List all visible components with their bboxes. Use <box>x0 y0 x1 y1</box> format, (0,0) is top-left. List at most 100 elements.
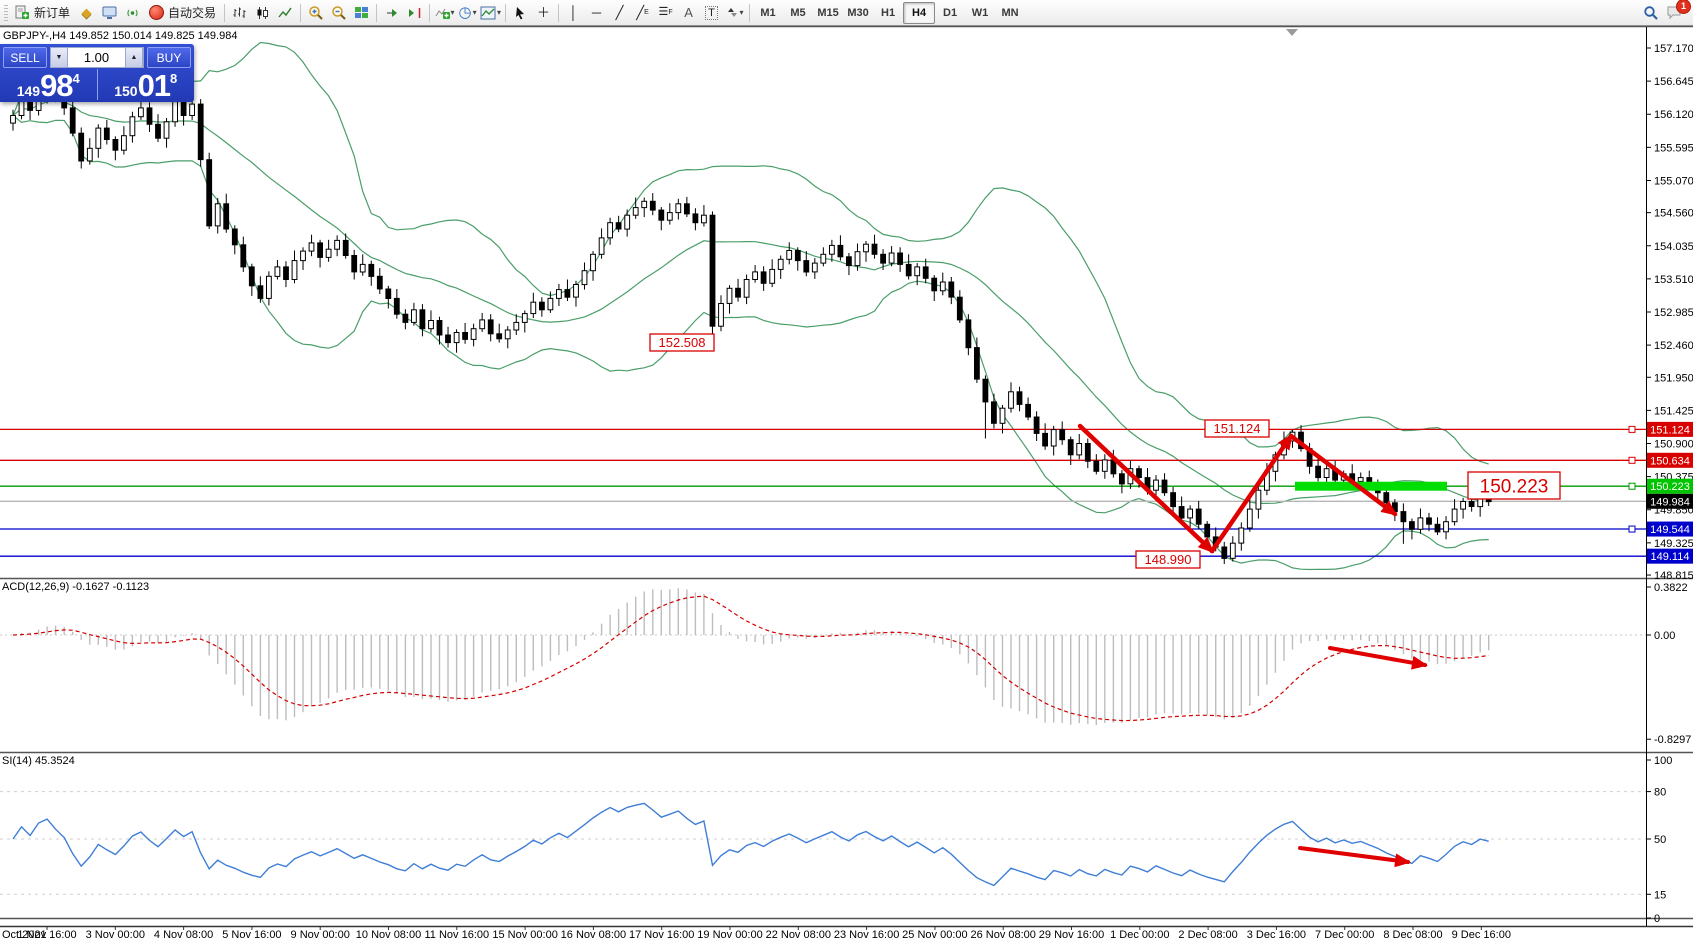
svg-text:151.425: 151.425 <box>1654 405 1693 417</box>
svg-text:-0.8297: -0.8297 <box>1654 734 1691 746</box>
label-tool-button[interactable]: T <box>700 2 723 24</box>
indicators-caret: ▾ <box>450 8 455 17</box>
zoom-in-button[interactable] <box>304 2 327 24</box>
svg-text:7 Dec 00:00: 7 Dec 00:00 <box>1315 929 1374 941</box>
main-toolbar: 新订单 ◆ 自动交易 <box>0 0 1693 26</box>
price-badge-149.544: 149.544 <box>1647 521 1693 537</box>
line-chart-button[interactable] <box>274 2 297 24</box>
volume-up-button[interactable]: ▲ <box>125 48 143 67</box>
macd-pane[interactable] <box>0 588 1646 725</box>
svg-text:25 Nov 00:00: 25 Nov 00:00 <box>902 929 967 941</box>
sell-button[interactable]: SELL <box>3 47 47 68</box>
price-callout[interactable]: 152.508 <box>649 333 715 352</box>
svg-text:0.3822: 0.3822 <box>1654 582 1688 594</box>
svg-text:155.595: 155.595 <box>1654 142 1693 154</box>
new-order-button[interactable]: 新订单 <box>10 2 75 24</box>
tab-m1[interactable]: M1 <box>760 6 776 19</box>
support-highlight-zone[interactable] <box>1295 481 1447 491</box>
signals-button[interactable] <box>121 2 144 24</box>
svg-text:155.070: 155.070 <box>1654 175 1693 187</box>
sell-price-sup: 4 <box>72 71 80 86</box>
tab-m30[interactable]: M30 <box>847 6 869 19</box>
buy-price[interactable]: 150 01 8 <box>98 69 195 101</box>
indicators-button[interactable]: ▾ <box>433 2 456 24</box>
templates-button[interactable]: ▾ <box>479 2 502 24</box>
cursor-tool-button[interactable] <box>509 2 532 24</box>
svg-text:15: 15 <box>1654 889 1666 901</box>
buy-button[interactable]: BUY <box>147 47 191 68</box>
svg-text:151.124: 151.124 <box>1214 421 1261 436</box>
tab-m15[interactable]: M15 <box>817 6 839 19</box>
tab-h4[interactable]: H4 <box>903 1 936 24</box>
channel-tool-button[interactable]: ╱ E <box>631 2 654 24</box>
hline-tool-button[interactable]: ─ <box>585 2 608 24</box>
tab-w1[interactable]: W1 <box>971 6 989 19</box>
new-order-icon <box>15 5 29 19</box>
tab-mn[interactable]: MN <box>1001 6 1019 19</box>
chart-collapse-arrow[interactable] <box>1286 29 1298 36</box>
fibonacci-icon: ☰ <box>658 6 669 18</box>
trend-arrow[interactable] <box>1288 433 1398 517</box>
trend-arrow[interactable] <box>1077 423 1215 554</box>
chart-title: GBPJPY-,H4 149.852 150.014 149.825 149.9… <box>3 30 238 42</box>
crosshair-icon: ＋ <box>537 5 551 20</box>
sell-price[interactable]: 149 98 4 <box>0 69 98 101</box>
notifications-button[interactable]: 1 <box>1662 0 1691 24</box>
trendline-tool-button[interactable]: ╱ <box>608 2 631 24</box>
text-tool-icon: A <box>684 5 693 20</box>
svg-text:5 Nov 16:00: 5 Nov 16:00 <box>222 929 281 941</box>
toolbar-handle[interactable] <box>4 4 8 21</box>
label-tool-icon: T <box>705 5 718 20</box>
hline-marker[interactable] <box>1628 482 1636 490</box>
auto-trading-button[interactable]: 自动交易 <box>144 2 221 24</box>
rsi-pane[interactable] <box>0 791 1646 895</box>
text-tool-button[interactable]: A <box>677 2 700 24</box>
svg-text:152.460: 152.460 <box>1654 340 1693 352</box>
hline-marker[interactable] <box>1628 456 1636 464</box>
price-badge-151.124: 151.124 <box>1647 421 1693 437</box>
auto-scroll-button[interactable] <box>380 2 403 24</box>
price-badge-150.223: 150.223 <box>1647 478 1693 494</box>
tab-m5[interactable]: M5 <box>790 6 806 19</box>
trend-arrow[interactable] <box>1328 646 1428 670</box>
price-callout[interactable]: 151.124 <box>1204 419 1270 438</box>
tab-h1[interactable]: H1 <box>881 6 896 19</box>
sell-price-prefix: 149 <box>16 83 41 99</box>
svg-text:150.900: 150.900 <box>1654 439 1693 451</box>
svg-text:154.560: 154.560 <box>1654 208 1693 220</box>
periods-button[interactable]: ◷ ▾ <box>456 2 479 24</box>
hline-marker[interactable] <box>1628 525 1636 533</box>
trend-arrow[interactable] <box>1209 433 1294 554</box>
svg-text:156.120: 156.120 <box>1654 109 1693 121</box>
arrows-tool-button[interactable]: ▾ <box>723 2 746 24</box>
clock-icon: ◷ <box>458 4 472 21</box>
tab-d1[interactable]: D1 <box>943 6 958 19</box>
candlestick-chart-button[interactable] <box>251 2 274 24</box>
svg-text:10 Nov 08:00: 10 Nov 08:00 <box>356 929 421 941</box>
terminal-button[interactable] <box>98 2 121 24</box>
vline-tool-button[interactable]: │ <box>562 2 585 24</box>
bar-chart-button[interactable] <box>228 2 251 24</box>
hline-marker[interactable] <box>1628 425 1636 433</box>
channel-icon: ╱ <box>636 5 645 20</box>
price-callout[interactable]: 150.223 <box>1467 471 1561 500</box>
svg-text:15 Nov 00:00: 15 Nov 00:00 <box>492 929 557 941</box>
svg-text:1 Dec 00:00: 1 Dec 00:00 <box>1110 929 1169 941</box>
fibonacci-tool-button[interactable]: ☰ F <box>654 2 677 24</box>
trend-arrow[interactable] <box>1298 846 1411 868</box>
svg-text:1 Nov 16:00: 1 Nov 16:00 <box>17 929 76 941</box>
fibo-sub-label: F <box>668 9 673 16</box>
search-button[interactable] <box>1639 2 1662 24</box>
tile-windows-button[interactable] <box>350 2 373 24</box>
chart-shift-button[interactable] <box>403 2 426 24</box>
crosshair-tool-button[interactable]: ＋ <box>532 2 555 24</box>
volume-value[interactable]: 1.00 <box>83 50 110 65</box>
svg-text:Oct 2021: Oct 2021 <box>2 929 47 941</box>
price-callout[interactable]: 148.990 <box>1135 550 1201 569</box>
zoom-out-button[interactable] <box>327 2 350 24</box>
trendline-icon: ╱ <box>615 5 624 20</box>
volume-down-button[interactable]: ▼ <box>51 48 68 67</box>
market-watch-button[interactable]: ◆ <box>75 2 98 24</box>
